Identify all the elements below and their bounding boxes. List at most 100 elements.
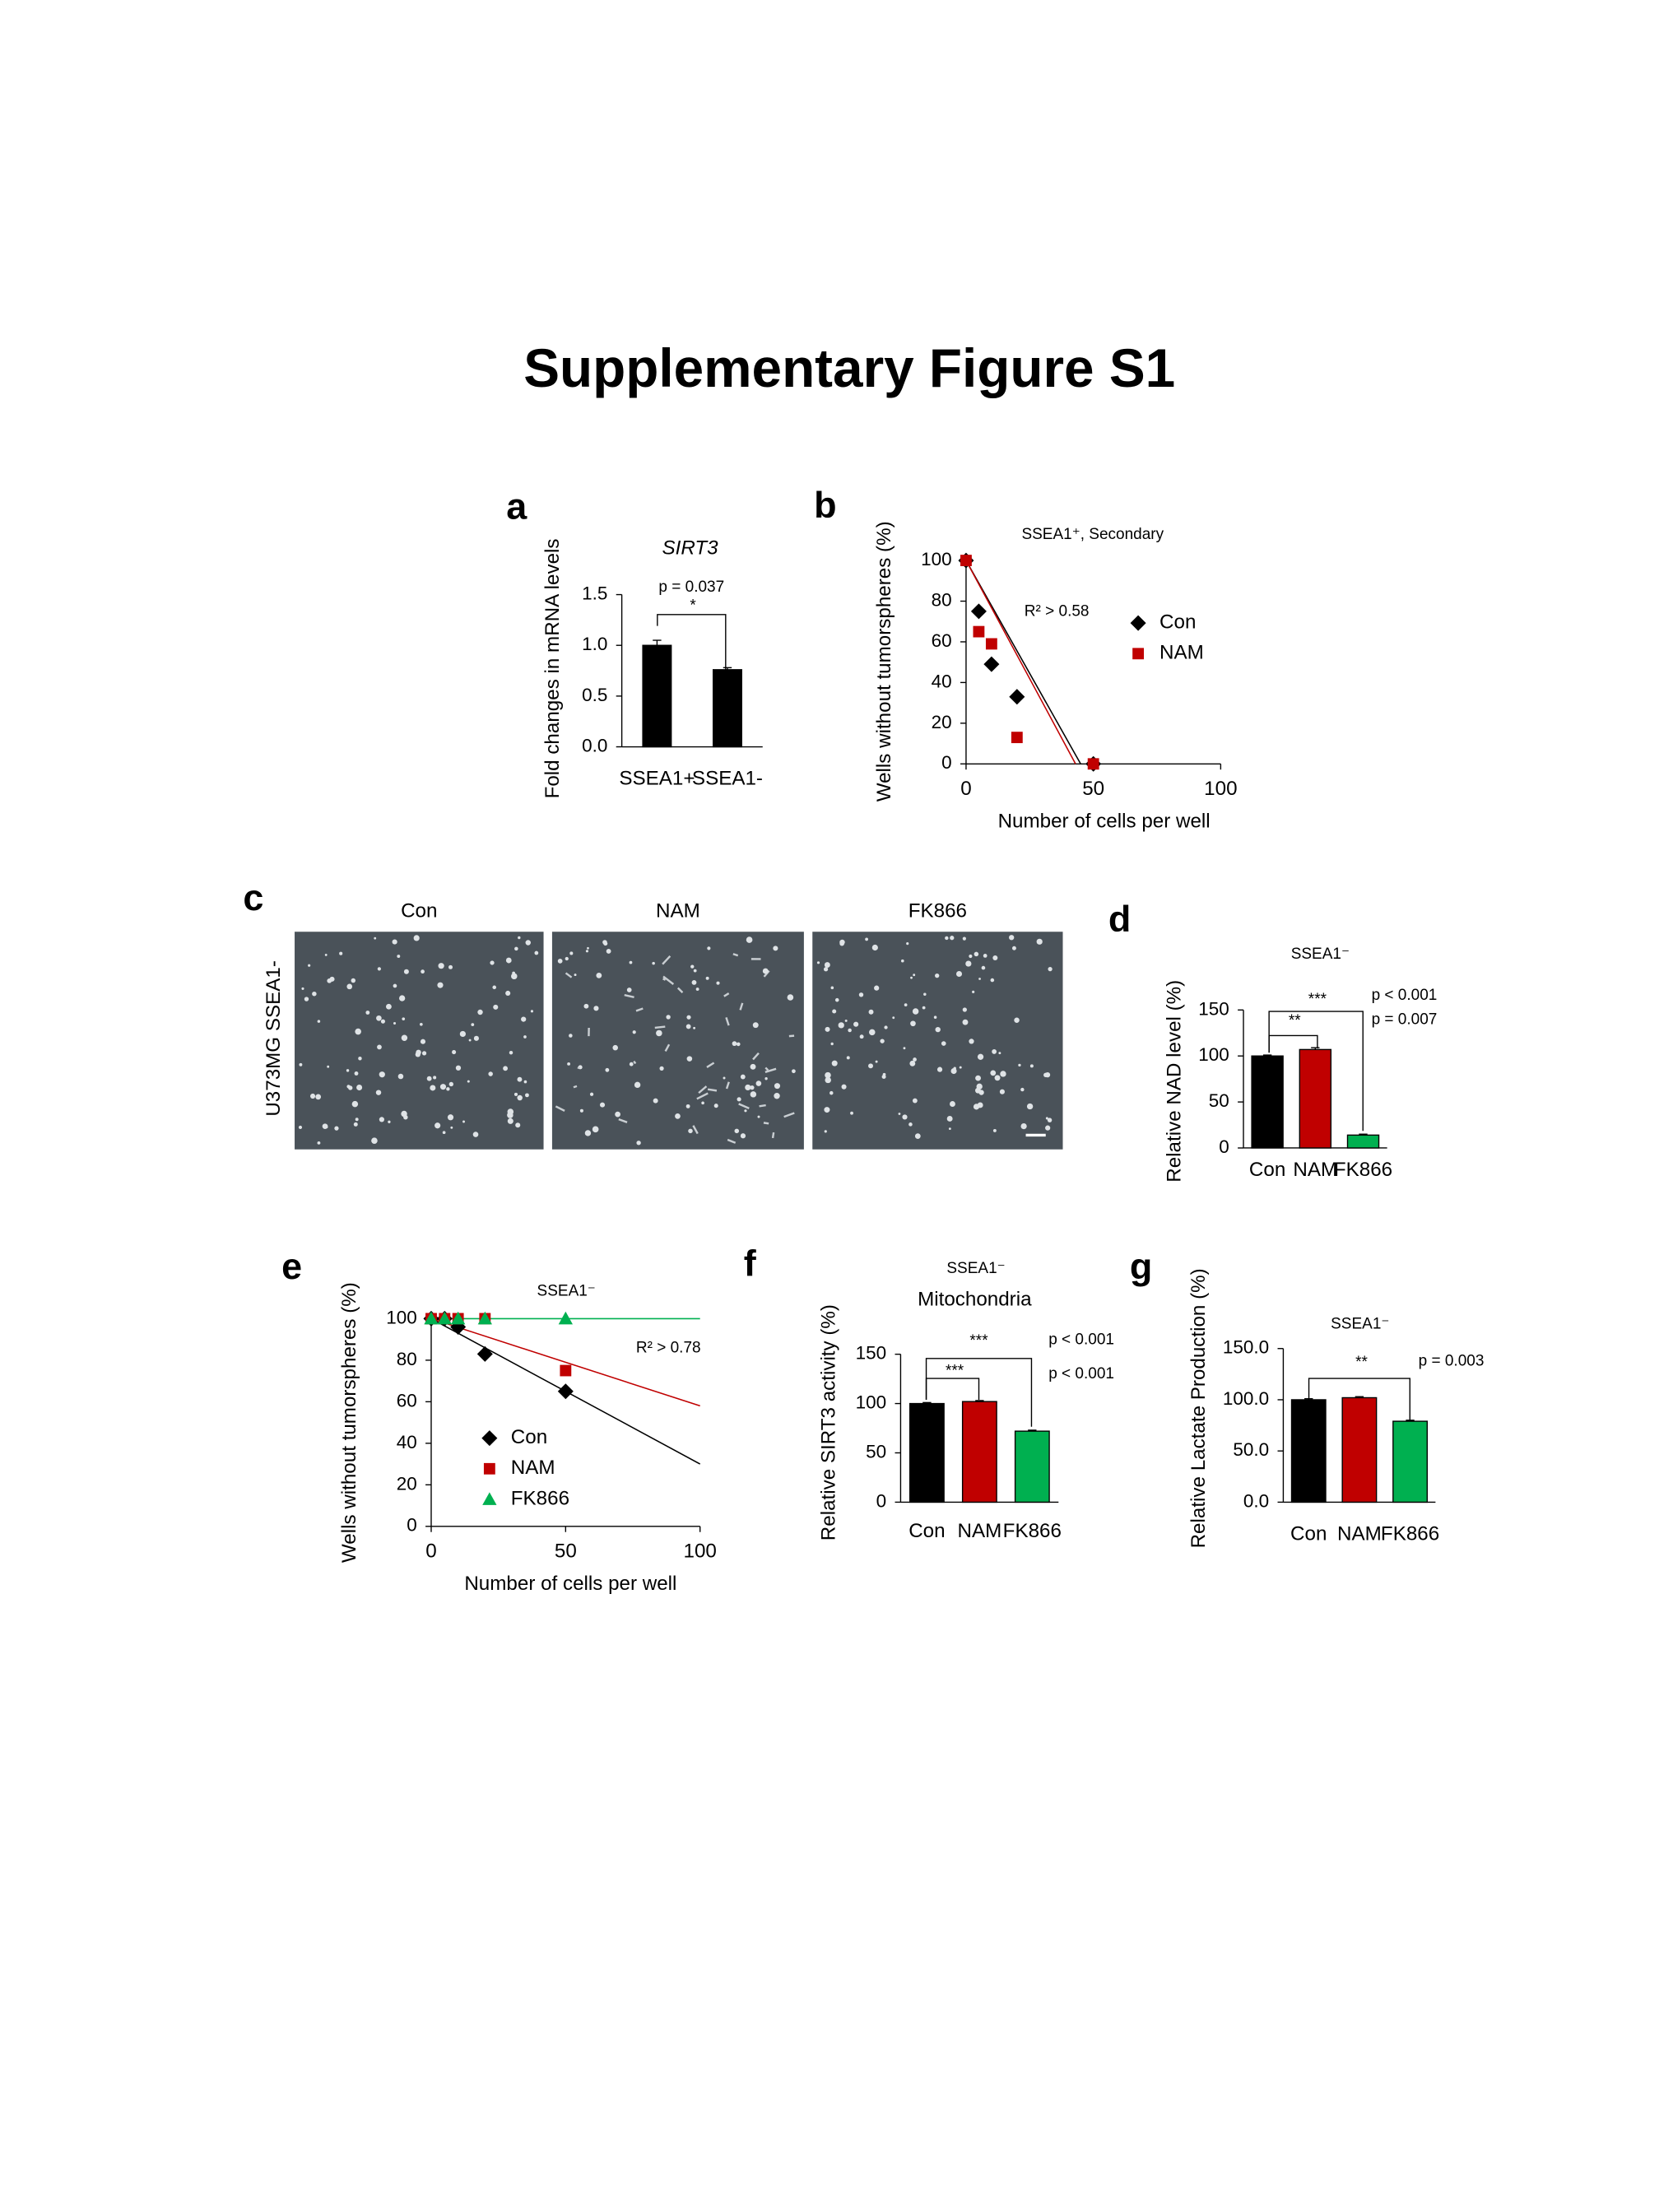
cell — [725, 1081, 730, 1090]
cell — [734, 1128, 740, 1134]
cell — [774, 1093, 780, 1099]
diamond-marker — [476, 1345, 493, 1362]
cell — [955, 971, 963, 978]
cell — [583, 1003, 589, 1009]
cell — [707, 1088, 718, 1092]
cell — [871, 944, 878, 951]
cell — [977, 1053, 984, 1060]
cell — [975, 1075, 981, 1081]
cell — [880, 1039, 885, 1043]
x-tick-label: NAM — [957, 1520, 1001, 1542]
cell — [935, 1026, 941, 1033]
annotation: p < 0.001 — [1372, 987, 1438, 1004]
column-label: NAM — [656, 899, 700, 922]
y-axis-label: Fold changes in mRNA levels — [541, 538, 564, 798]
cell — [1000, 1071, 1006, 1077]
panel-letter: e — [281, 1245, 302, 1287]
bar — [1341, 1396, 1378, 1503]
cell — [824, 1107, 830, 1113]
bar — [1299, 1048, 1332, 1149]
cell — [629, 1062, 634, 1066]
cell — [910, 976, 913, 979]
cell — [593, 1006, 599, 1011]
cell — [992, 955, 998, 960]
cell — [455, 1065, 462, 1071]
cell — [973, 1104, 980, 1110]
cell — [959, 1066, 962, 1069]
x-tick-label: SSEA1- — [692, 768, 763, 790]
cell — [334, 1126, 339, 1131]
y-tick-label: 0 — [941, 752, 952, 773]
cell — [946, 1116, 953, 1122]
y-tick-label: 100.0 — [1223, 1388, 1269, 1409]
cell — [737, 1097, 741, 1102]
cell — [662, 955, 672, 965]
cell — [327, 1065, 330, 1068]
cell — [664, 1043, 671, 1052]
cell — [1048, 966, 1053, 972]
cell — [832, 1009, 837, 1014]
y-tick-label: 50 — [1209, 1090, 1229, 1111]
chart-title: SIRT3 — [662, 537, 719, 560]
cell — [902, 1114, 908, 1120]
panel-letter: d — [1108, 898, 1131, 940]
cell — [771, 1132, 775, 1139]
cell — [874, 985, 880, 991]
cell — [792, 1069, 796, 1074]
cell — [935, 973, 940, 978]
legend-marker — [483, 1462, 495, 1475]
cell — [624, 993, 634, 999]
cell — [437, 982, 444, 988]
cell — [981, 965, 986, 970]
cell — [634, 1081, 641, 1089]
y-tick-label: 20 — [932, 712, 952, 732]
cell — [676, 987, 684, 993]
cell — [830, 986, 834, 990]
x-tick-label: FK866 — [1381, 1523, 1439, 1545]
cell — [764, 1077, 768, 1080]
cell — [994, 1075, 1001, 1081]
cell — [723, 1076, 726, 1080]
cell — [825, 1071, 831, 1079]
cell — [375, 1090, 382, 1095]
cell — [392, 939, 397, 945]
trendline — [430, 1317, 700, 1407]
cell — [764, 1067, 777, 1073]
cell — [744, 1109, 747, 1113]
cell — [388, 1120, 391, 1123]
cell — [859, 1034, 864, 1039]
cell — [471, 1023, 475, 1026]
y-tick-label: 1.0 — [582, 634, 607, 654]
cell — [695, 988, 699, 991]
significance-bracket — [925, 1358, 1033, 1427]
cell — [933, 1015, 937, 1019]
cell — [844, 1019, 848, 1022]
cell — [557, 958, 563, 964]
cell — [1020, 1122, 1027, 1130]
square-marker — [1087, 758, 1099, 770]
cell — [698, 1085, 708, 1094]
cell — [525, 940, 531, 946]
y-axis-label: Wells without tumorspheres (%) — [338, 1282, 360, 1563]
bar — [1290, 1399, 1327, 1503]
cell — [1014, 1017, 1020, 1024]
cell — [433, 1076, 437, 1080]
cell — [962, 1007, 967, 1012]
cell — [615, 1111, 620, 1118]
y-tick-label: 0 — [1219, 1136, 1229, 1157]
cell — [358, 1057, 362, 1061]
cell — [447, 1114, 454, 1121]
cell — [312, 991, 317, 997]
y-tick-label: 100 — [386, 1307, 417, 1327]
cell — [969, 954, 973, 959]
cell — [472, 1132, 479, 1137]
cell — [1044, 1071, 1051, 1078]
cell — [301, 987, 304, 990]
cell — [762, 968, 769, 974]
square-marker — [973, 625, 985, 638]
square-marker — [960, 555, 972, 566]
cell — [439, 1084, 447, 1090]
cell — [716, 981, 720, 985]
cell — [402, 1017, 406, 1021]
x-tick-label: 50 — [1082, 778, 1104, 800]
